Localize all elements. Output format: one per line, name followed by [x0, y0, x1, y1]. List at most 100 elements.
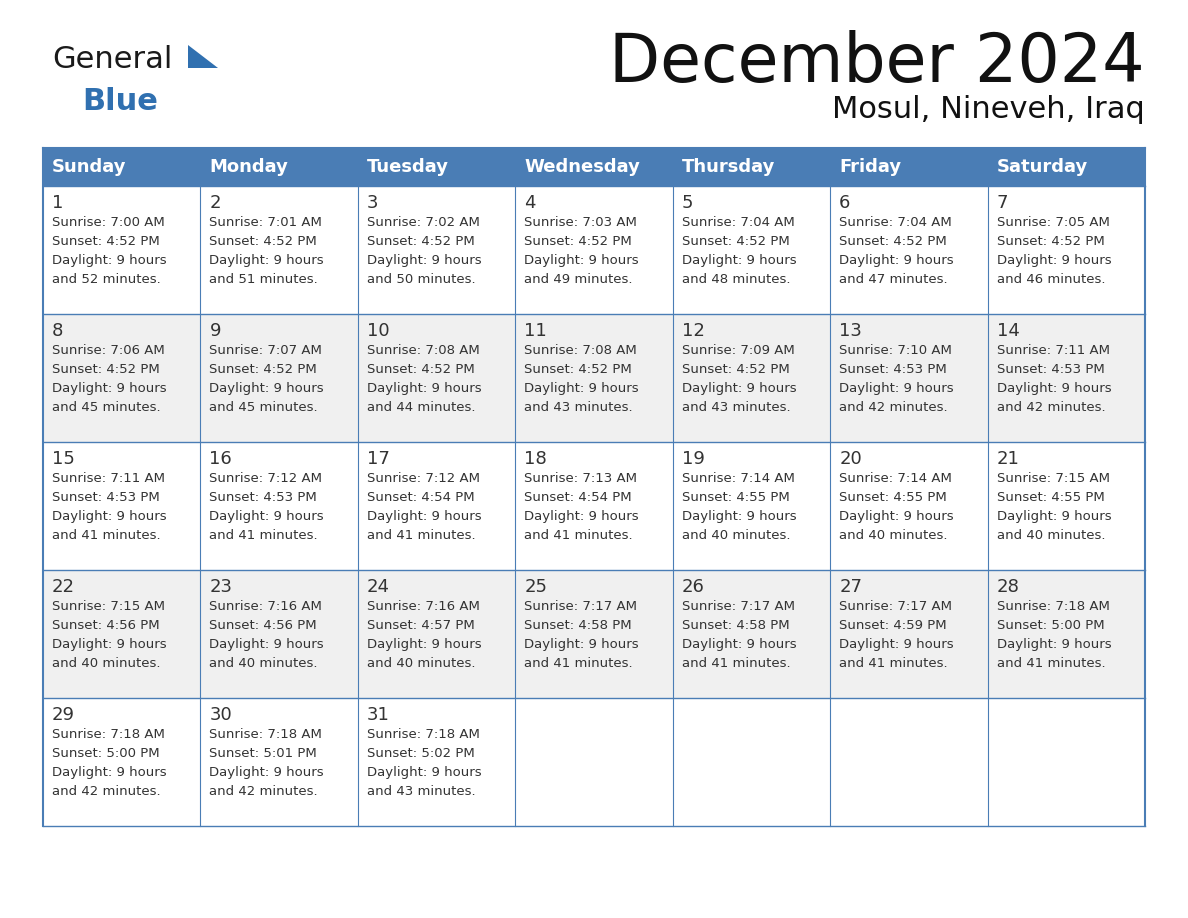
Text: Daylight: 9 hours: Daylight: 9 hours [52, 766, 166, 779]
Text: and 42 minutes.: and 42 minutes. [839, 401, 948, 414]
Text: and 46 minutes.: and 46 minutes. [997, 273, 1105, 286]
Text: Daylight: 9 hours: Daylight: 9 hours [52, 638, 166, 651]
Text: Daylight: 9 hours: Daylight: 9 hours [367, 638, 481, 651]
Text: and 45 minutes.: and 45 minutes. [52, 401, 160, 414]
Text: Friday: Friday [839, 158, 902, 176]
Text: Sunrise: 7:09 AM: Sunrise: 7:09 AM [682, 344, 795, 357]
Text: and 52 minutes.: and 52 minutes. [52, 273, 160, 286]
Text: December 2024: December 2024 [609, 30, 1145, 96]
Text: Sunset: 4:59 PM: Sunset: 4:59 PM [839, 619, 947, 632]
Text: Sunset: 4:52 PM: Sunset: 4:52 PM [524, 363, 632, 376]
Text: and 41 minutes.: and 41 minutes. [52, 529, 160, 542]
Text: Sunrise: 7:15 AM: Sunrise: 7:15 AM [997, 472, 1110, 485]
Text: and 41 minutes.: and 41 minutes. [682, 657, 790, 670]
Text: Daylight: 9 hours: Daylight: 9 hours [682, 638, 796, 651]
Text: Sunrise: 7:08 AM: Sunrise: 7:08 AM [367, 344, 480, 357]
Text: and 41 minutes.: and 41 minutes. [997, 657, 1105, 670]
Bar [43, 442, 1145, 570]
Text: 13: 13 [839, 322, 862, 340]
Text: Daylight: 9 hours: Daylight: 9 hours [997, 638, 1111, 651]
Text: and 42 minutes.: and 42 minutes. [52, 785, 160, 798]
Text: and 41 minutes.: and 41 minutes. [367, 529, 475, 542]
Text: 21: 21 [997, 450, 1019, 468]
Text: 30: 30 [209, 706, 232, 724]
Text: Sunrise: 7:14 AM: Sunrise: 7:14 AM [682, 472, 795, 485]
Text: Daylight: 9 hours: Daylight: 9 hours [524, 254, 639, 267]
Text: Sunrise: 7:17 AM: Sunrise: 7:17 AM [524, 600, 637, 613]
Text: Sunset: 4:55 PM: Sunset: 4:55 PM [997, 491, 1105, 504]
Text: Thursday: Thursday [682, 158, 775, 176]
Text: General: General [52, 45, 172, 74]
Text: Daylight: 9 hours: Daylight: 9 hours [682, 254, 796, 267]
Text: Sunset: 4:56 PM: Sunset: 4:56 PM [52, 619, 159, 632]
Text: and 42 minutes.: and 42 minutes. [209, 785, 318, 798]
Text: 15: 15 [52, 450, 75, 468]
Text: 29: 29 [52, 706, 75, 724]
Text: Tuesday: Tuesday [367, 158, 449, 176]
Text: Sunrise: 7:17 AM: Sunrise: 7:17 AM [839, 600, 952, 613]
Text: 26: 26 [682, 578, 704, 596]
Text: Sunrise: 7:15 AM: Sunrise: 7:15 AM [52, 600, 165, 613]
Text: Sunset: 4:52 PM: Sunset: 4:52 PM [52, 235, 159, 248]
Text: and 47 minutes.: and 47 minutes. [839, 273, 948, 286]
Text: Mosul, Nineveh, Iraq: Mosul, Nineveh, Iraq [833, 95, 1145, 124]
Text: Sunset: 4:53 PM: Sunset: 4:53 PM [997, 363, 1105, 376]
Text: Sunset: 4:58 PM: Sunset: 4:58 PM [682, 619, 789, 632]
Text: 18: 18 [524, 450, 546, 468]
Text: and 40 minutes.: and 40 minutes. [682, 529, 790, 542]
Text: Sunset: 5:02 PM: Sunset: 5:02 PM [367, 747, 475, 760]
Text: 23: 23 [209, 578, 233, 596]
Text: and 41 minutes.: and 41 minutes. [839, 657, 948, 670]
Text: and 51 minutes.: and 51 minutes. [209, 273, 318, 286]
Text: Daylight: 9 hours: Daylight: 9 hours [997, 510, 1111, 523]
Text: Sunrise: 7:16 AM: Sunrise: 7:16 AM [209, 600, 322, 613]
Bar [43, 698, 1145, 826]
Text: Sunset: 4:52 PM: Sunset: 4:52 PM [367, 235, 475, 248]
Text: and 43 minutes.: and 43 minutes. [367, 785, 475, 798]
Text: Daylight: 9 hours: Daylight: 9 hours [209, 766, 324, 779]
Text: Sunrise: 7:18 AM: Sunrise: 7:18 AM [209, 728, 322, 741]
Text: Sunrise: 7:02 AM: Sunrise: 7:02 AM [367, 216, 480, 229]
Text: 25: 25 [524, 578, 548, 596]
Text: Sunrise: 7:12 AM: Sunrise: 7:12 AM [367, 472, 480, 485]
Text: Daylight: 9 hours: Daylight: 9 hours [524, 382, 639, 395]
Text: 3: 3 [367, 194, 378, 212]
Text: Daylight: 9 hours: Daylight: 9 hours [367, 382, 481, 395]
Text: and 45 minutes.: and 45 minutes. [209, 401, 318, 414]
Text: Daylight: 9 hours: Daylight: 9 hours [52, 382, 166, 395]
Text: Sunset: 4:52 PM: Sunset: 4:52 PM [209, 363, 317, 376]
Text: Sunset: 5:00 PM: Sunset: 5:00 PM [52, 747, 159, 760]
Text: Monday: Monday [209, 158, 289, 176]
Text: Sunset: 4:52 PM: Sunset: 4:52 PM [209, 235, 317, 248]
Text: Sunrise: 7:16 AM: Sunrise: 7:16 AM [367, 600, 480, 613]
Text: Sunrise: 7:11 AM: Sunrise: 7:11 AM [997, 344, 1110, 357]
Text: 11: 11 [524, 322, 546, 340]
Text: Sunrise: 7:10 AM: Sunrise: 7:10 AM [839, 344, 952, 357]
Text: and 40 minutes.: and 40 minutes. [839, 529, 948, 542]
Text: Sunset: 4:52 PM: Sunset: 4:52 PM [52, 363, 159, 376]
Text: and 41 minutes.: and 41 minutes. [524, 657, 633, 670]
Text: Daylight: 9 hours: Daylight: 9 hours [839, 638, 954, 651]
Text: 31: 31 [367, 706, 390, 724]
Polygon shape [188, 45, 219, 68]
Text: 27: 27 [839, 578, 862, 596]
Text: Daylight: 9 hours: Daylight: 9 hours [524, 510, 639, 523]
Text: Sunrise: 7:11 AM: Sunrise: 7:11 AM [52, 472, 165, 485]
Text: Sunrise: 7:01 AM: Sunrise: 7:01 AM [209, 216, 322, 229]
Text: Daylight: 9 hours: Daylight: 9 hours [209, 254, 324, 267]
Text: Daylight: 9 hours: Daylight: 9 hours [682, 382, 796, 395]
Text: Sunrise: 7:18 AM: Sunrise: 7:18 AM [997, 600, 1110, 613]
Text: 22: 22 [52, 578, 75, 596]
Text: 2: 2 [209, 194, 221, 212]
Text: Sunrise: 7:14 AM: Sunrise: 7:14 AM [839, 472, 952, 485]
Text: and 40 minutes.: and 40 minutes. [997, 529, 1105, 542]
Text: 8: 8 [52, 322, 63, 340]
Text: Wednesday: Wednesday [524, 158, 640, 176]
Text: and 41 minutes.: and 41 minutes. [209, 529, 318, 542]
Bar [43, 148, 1145, 186]
Text: Sunrise: 7:18 AM: Sunrise: 7:18 AM [52, 728, 165, 741]
Text: Sunset: 4:52 PM: Sunset: 4:52 PM [682, 235, 790, 248]
Text: 19: 19 [682, 450, 704, 468]
Text: Sunset: 4:53 PM: Sunset: 4:53 PM [839, 363, 947, 376]
Text: Sunset: 4:53 PM: Sunset: 4:53 PM [52, 491, 159, 504]
